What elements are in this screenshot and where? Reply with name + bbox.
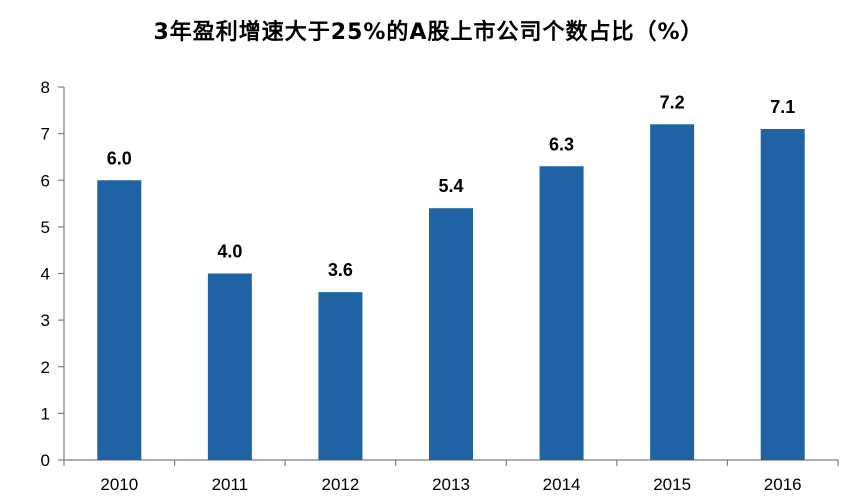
x-tick-label: 2011 xyxy=(212,475,249,494)
x-tick-label: 2013 xyxy=(432,475,470,494)
y-axis: 0 1 2 3 4 5 6 7 8 xyxy=(41,78,65,470)
data-labels: 6.0 4.0 3.6 5.4 6.3 7.2 7.1 xyxy=(107,92,795,280)
x-tick-label: 2010 xyxy=(100,475,138,494)
data-label: 4.0 xyxy=(217,242,242,262)
y-tick-label: 2 xyxy=(41,358,50,377)
x-tick-label: 2014 xyxy=(543,475,581,494)
data-label: 6.3 xyxy=(549,134,574,154)
y-tick-label: 4 xyxy=(41,265,50,284)
x-tick-label: 2015 xyxy=(653,475,691,494)
bar-2014 xyxy=(539,166,584,460)
bars xyxy=(97,124,805,461)
y-tick-label: 6 xyxy=(41,171,50,190)
bar-2015 xyxy=(650,124,695,461)
data-label: 6.0 xyxy=(107,148,132,168)
bar-2013 xyxy=(429,208,473,460)
y-tick-label: 0 xyxy=(41,451,50,470)
data-label: 7.1 xyxy=(770,97,795,117)
x-tick-label: 2016 xyxy=(764,475,802,494)
bar-2012 xyxy=(318,292,363,460)
x-tick-label: 2012 xyxy=(322,475,360,494)
y-tick-label: 1 xyxy=(41,404,50,423)
y-tick-label: 3 xyxy=(41,311,50,330)
data-label: 3.6 xyxy=(328,260,353,280)
y-tick-label: 8 xyxy=(41,78,50,97)
y-tick-label: 7 xyxy=(41,125,50,144)
x-axis: 2010 2011 2012 2013 2014 2015 2016 xyxy=(63,459,839,494)
bar-2016 xyxy=(760,128,805,460)
data-label: 7.2 xyxy=(660,92,685,112)
data-label: 5.4 xyxy=(438,176,463,196)
y-tick-label: 5 xyxy=(41,218,50,237)
bar-2010 xyxy=(97,180,142,460)
bar-2011 xyxy=(207,273,252,460)
chart-title: 3年盈利增速大于25%的A股上市公司个数占比（%） xyxy=(153,20,704,45)
